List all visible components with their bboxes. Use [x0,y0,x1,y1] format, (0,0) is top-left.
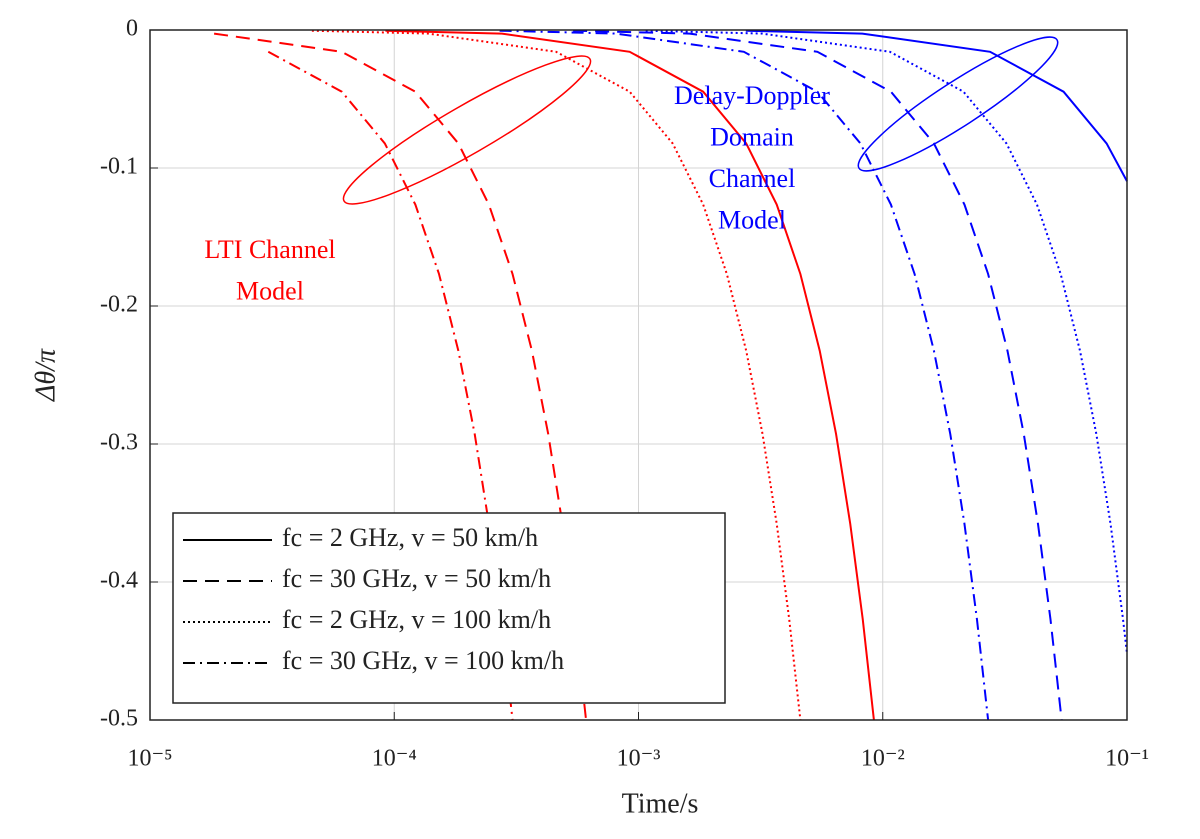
x-tick-label: 10⁻⁴ [372,746,417,772]
group-ellipse [857,36,1059,172]
data-line [573,29,1063,721]
x-tick-label: 10⁻⁵ [127,746,172,772]
y-tick-label: -0.2 [100,292,138,318]
legend-label: fc = 30 GHz, v = 100 km/h [282,646,564,675]
legend-label: fc = 2 GHz, v = 50 km/h [282,523,538,552]
annotation: Channel [709,164,796,193]
annotation: Model [718,205,786,234]
legend-box [172,512,726,704]
x-tick-label: 10⁻³ [617,746,661,772]
annotation: LTI Channel [204,235,335,264]
data-line [311,29,802,721]
data-line [745,29,1128,182]
legend-label: fc = 2 GHz, v = 100 km/h [282,605,551,634]
data-line [385,29,875,721]
x-tick-label: 10⁻¹ [1105,746,1149,772]
annotation: Delay-Doppler [674,81,830,110]
group-ellipse [342,55,592,205]
y-tick-label: 0 [126,16,138,42]
legend: fc = 2 GHz, v = 50 km/h fc = 30 GHz, v = … [172,512,726,704]
legend-label: fc = 30 GHz, v = 50 km/h [282,564,551,593]
data-line [499,29,990,721]
y-tick-label: -0.5 [100,706,138,732]
y-tick-label: -0.3 [100,430,138,456]
x-axis-label: Time/s [622,788,699,819]
annotation: Model [236,276,304,305]
data-line [645,29,1128,654]
y-axis-label: Δθ/π [30,348,61,402]
plot-frame [149,29,1128,721]
x-tick-label: 10⁻² [861,746,905,772]
y-tick-label: -0.1 [100,154,138,180]
annotation: Domain [710,122,794,151]
y-tick-label: -0.4 [100,568,138,594]
